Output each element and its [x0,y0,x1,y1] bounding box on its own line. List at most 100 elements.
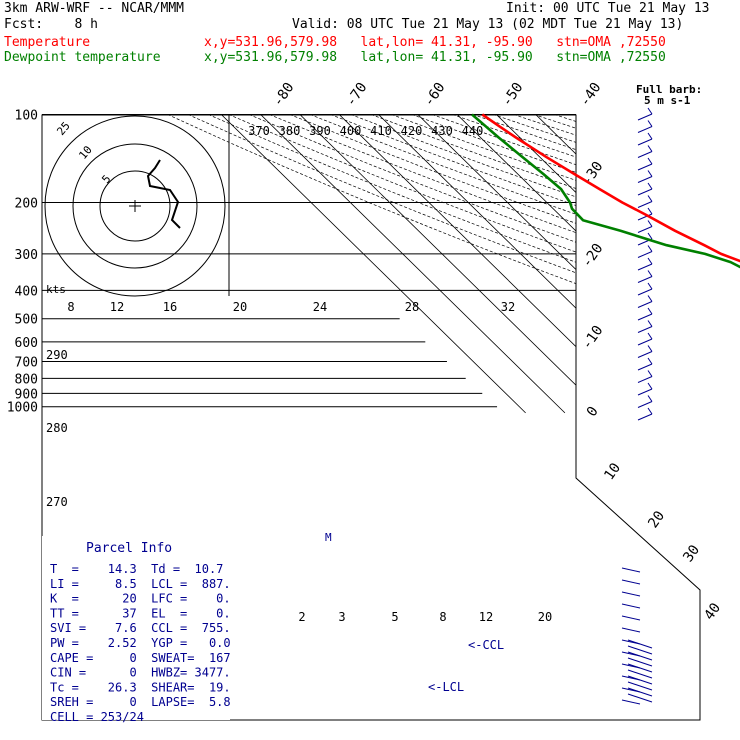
wind-barb [627,657,653,667]
dry-adiabat-line [351,115,576,198]
dewpoint-legend: Dewpoint temperature [4,50,161,65]
parcel-background [42,536,230,720]
isotherm-line [496,115,576,194]
isotherm-line [614,115,740,413]
lcl-marker: <-LCL [428,680,464,694]
wind-barb [637,188,653,196]
wind-barb-flag [647,307,653,315]
parcel-row: CIN = 0 HWBZ= 3477. [50,666,231,680]
parcel-row: LI = 8.5 LCL = 887. [50,577,231,591]
wind-barb-flag [647,145,653,152]
pressure-label: 700 [15,355,38,370]
dry-adiabat-line [371,115,576,189]
parcel-row: PW = 2.52 YGP = 0.0 [50,636,231,650]
isotherm-line [654,115,740,413]
wind-scale-label: 20 [233,300,247,314]
mixing-ratio-label: 20 [538,610,552,624]
wind-barb [637,413,653,421]
theta-label: 280 [46,421,68,435]
hodograph-ring [72,143,198,269]
dry-adiabat-line [534,115,576,129]
pressure-label: 300 [15,248,38,263]
theta-e-label: 400 [340,124,362,138]
wind-scale-label: 24 [313,300,327,314]
parcel-row: SREH = 0 LAPSE= 5.8 [50,695,231,709]
wind-barb-flag [647,345,653,352]
valid-time: Valid: 08 UTC Tue 21 May 13 (02 MDT Tue … [292,17,684,32]
temperature-station-info: x,y=531.96,579.98 lat,lon= 41.31, -95.90… [204,35,666,50]
parcel-row: T = 14.3 Td = 10.7 [50,562,223,576]
wind-barb-flag [647,332,653,340]
wind-barb-flag [647,170,653,177]
dry-adiabat-line [208,115,576,263]
hodograph-ring [44,115,226,297]
hodograph-trace [146,159,181,229]
wind-barb [637,326,653,333]
wind-barb [637,138,653,146]
wind-barb-flag [647,395,653,402]
wind-barb [621,615,641,621]
isotherm-line [299,115,576,386]
isotherm-line [535,115,576,155]
wind-barb [637,313,653,321]
temperature-label: -10 [579,323,607,353]
parcel-row: K = 20 LFC = 0. [50,592,231,606]
parcel-row: TT = 37 EL = 0. [50,606,231,620]
wind-barb-flag [647,282,653,290]
wind-barb [627,675,653,685]
wind-barb-flag [647,245,653,252]
isotherm-line [378,115,576,309]
wind-barb [637,113,653,121]
temperature-label: 30 [680,542,703,565]
dry-adiabat-line [188,115,576,274]
wind-barb [627,639,653,649]
temperature-label: -70 [343,80,371,110]
temperature-label: 10 [601,460,624,483]
wind-scale-label: 12 [110,300,124,314]
temperature-label: -60 [421,80,449,110]
model-title: 3km ARW-WRF -- NCAR/MMM [4,1,185,16]
wind-barb [637,263,653,271]
parcel-title: Parcel Info [86,541,172,556]
ccl-marker: <-CCL [468,638,504,652]
theta-e-label: 420 [401,124,423,138]
wind-barb [627,645,653,655]
dewpoint-profile [471,113,740,269]
wind-barb [627,663,653,673]
pressure-lines [42,114,576,408]
wind-barb [637,363,653,371]
isotherm-lines [221,115,740,414]
mixing-ratio-label: 3 [338,610,345,624]
parcel-row: CAPE = 0 SWEAT= 167 [50,651,231,665]
wind-barb [621,699,641,705]
isotherm-line [417,115,576,271]
temperature-legend: Temperature [4,35,91,50]
wind-barb-flag [647,357,653,365]
theta-label: 270 [46,495,68,509]
wind-barb-flag [647,195,653,202]
temperature-label: -80 [270,80,298,110]
wind-barb [637,201,653,208]
pressure-label: 600 [15,336,38,351]
wind-barb-flag [647,295,653,302]
m-marker: M [325,531,332,544]
temperature-label: -40 [577,80,605,110]
theta-label: 290 [46,348,68,362]
wind-barb [637,251,653,258]
wind-barb-flag [647,207,653,215]
parcel-row: Tc = 26.3 SHEAR= 19. [50,680,231,694]
wind-barb [637,338,653,346]
hodograph-unit-label: kts [46,283,66,296]
pressure-label: 1000 [7,401,38,416]
theta-e-label: 410 [370,124,392,138]
forecast-hour: Fcst: 8 h [4,17,98,32]
mixing-ratio-label: 12 [479,610,493,624]
wind-scale-label: 16 [163,300,177,314]
wind-scale-label: 28 [405,300,419,314]
wind-barb-flag [647,132,653,140]
adiabat-lines [167,115,576,284]
wind-barb [627,681,653,691]
theta-e-label: 370 [248,124,270,138]
wind-barb [637,276,653,283]
